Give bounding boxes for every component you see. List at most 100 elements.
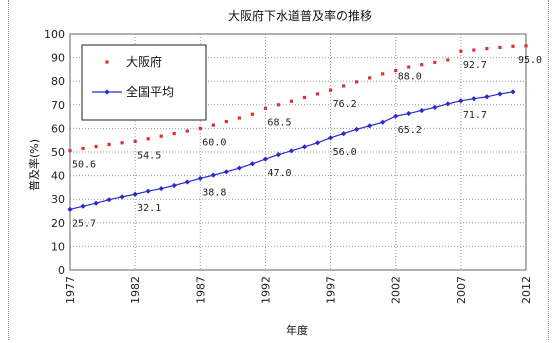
- data-label: 50.6: [72, 160, 96, 171]
- data-point: [302, 95, 307, 100]
- data-point: [301, 144, 308, 150]
- data-point: [458, 98, 464, 104]
- data-point: [355, 80, 359, 84]
- data-point: [132, 191, 138, 197]
- data-point: [288, 148, 295, 154]
- data-point: [275, 151, 282, 158]
- data-point: [185, 129, 189, 133]
- data-point: [445, 101, 451, 107]
- data-point: [159, 134, 163, 138]
- data-point: [354, 126, 360, 132]
- data-point: [459, 49, 463, 53]
- y-tick-label: 10: [51, 240, 65, 253]
- y-axis-title: 普及率(%): [27, 139, 41, 191]
- data-point: [106, 197, 112, 203]
- data-point: [524, 44, 528, 48]
- data-point: [67, 206, 73, 212]
- data-label: 56.0: [333, 147, 357, 158]
- x-tick-label: 2007: [455, 276, 468, 304]
- data-point: [146, 137, 150, 141]
- data-point: [341, 130, 347, 137]
- data-point: [328, 88, 333, 92]
- y-tick-label: 20: [51, 217, 65, 230]
- x-tick-label: 2012: [520, 276, 533, 304]
- data-point: [145, 188, 151, 194]
- data-point: [133, 139, 137, 143]
- data-point: [315, 92, 320, 96]
- y-tick-label: 30: [51, 193, 65, 206]
- series-1: [68, 44, 528, 153]
- data-label: 68.5: [267, 117, 291, 128]
- data-point: [407, 65, 411, 69]
- data-point: [237, 116, 241, 120]
- x-tick-label: 1982: [129, 276, 142, 304]
- data-point: [81, 146, 85, 151]
- legend-marker: [105, 60, 109, 64]
- data-point: [485, 47, 489, 51]
- data-point: [381, 72, 385, 76]
- x-axis-ticks: 1977 1982 1987 1992 1997 2002 2007 2012: [64, 276, 533, 304]
- legend-label: 大阪府: [126, 54, 162, 69]
- y-tick-label: 90: [51, 52, 65, 65]
- page-border: [8, 0, 549, 340]
- data-point: [446, 58, 450, 62]
- data-label: 65.2: [398, 125, 422, 136]
- series-2: [67, 89, 516, 212]
- data-point: [93, 200, 99, 206]
- data-point: [211, 123, 215, 127]
- data-point: [158, 185, 164, 192]
- x-axis-title: 年度: [286, 323, 308, 337]
- data-point: [94, 144, 98, 149]
- y-tick-label: 100: [44, 28, 65, 41]
- data-point: [262, 156, 269, 162]
- data-label: 60.0: [202, 137, 226, 148]
- x-tick-label: 2002: [390, 276, 403, 304]
- data-point: [184, 179, 190, 185]
- data-point: [171, 182, 177, 189]
- data-point: [393, 113, 399, 119]
- series-layer: [67, 44, 528, 212]
- data-point: [224, 119, 228, 124]
- data-point: [472, 48, 476, 52]
- data-label: 92.7: [463, 60, 487, 71]
- y-tick-label: 40: [51, 170, 65, 183]
- data-point: [420, 63, 424, 67]
- data-point: [107, 142, 111, 147]
- data-point: [342, 84, 346, 88]
- data-point: [484, 94, 490, 100]
- y-tick-label: 80: [51, 75, 65, 88]
- data-label: 95.0: [518, 55, 542, 66]
- data-point: [119, 194, 125, 200]
- legend-marker: [104, 89, 110, 95]
- x-tick-label: 1997: [325, 276, 338, 304]
- y-tick-label: 50: [51, 146, 65, 159]
- data-point: [236, 165, 242, 171]
- data-label: 38.8: [202, 187, 226, 198]
- y-tick-label: 70: [51, 99, 65, 112]
- y-axis-ticks: 0 10 20 30 40 50 60 70 80 90 100: [44, 28, 65, 277]
- data-point: [172, 131, 176, 136]
- y-tick-label: 0: [58, 264, 65, 277]
- data-point: [197, 175, 203, 182]
- legend-box: [81, 44, 207, 121]
- data-label: 76.2: [333, 99, 357, 110]
- chart-title: 大阪府下水道普及率の推移: [228, 8, 372, 23]
- data-point: [471, 96, 477, 102]
- data-label: 71.7: [463, 110, 487, 121]
- data-point: [368, 76, 372, 80]
- data-label: 25.7: [72, 218, 96, 229]
- data-point: [80, 203, 86, 209]
- data-point: [210, 172, 216, 178]
- data-label: 32.1: [137, 203, 161, 214]
- data-point: [250, 112, 254, 116]
- data-point: [198, 126, 202, 130]
- data-point: [120, 141, 124, 145]
- x-tick-label: 1977: [64, 276, 77, 304]
- data-label: 47.0: [267, 168, 291, 179]
- data-point: [433, 60, 437, 64]
- data-point: [432, 104, 438, 110]
- data-point: [510, 89, 516, 95]
- x-tick-label: 1992: [259, 276, 272, 304]
- legend-label: 全国平均: [126, 84, 174, 99]
